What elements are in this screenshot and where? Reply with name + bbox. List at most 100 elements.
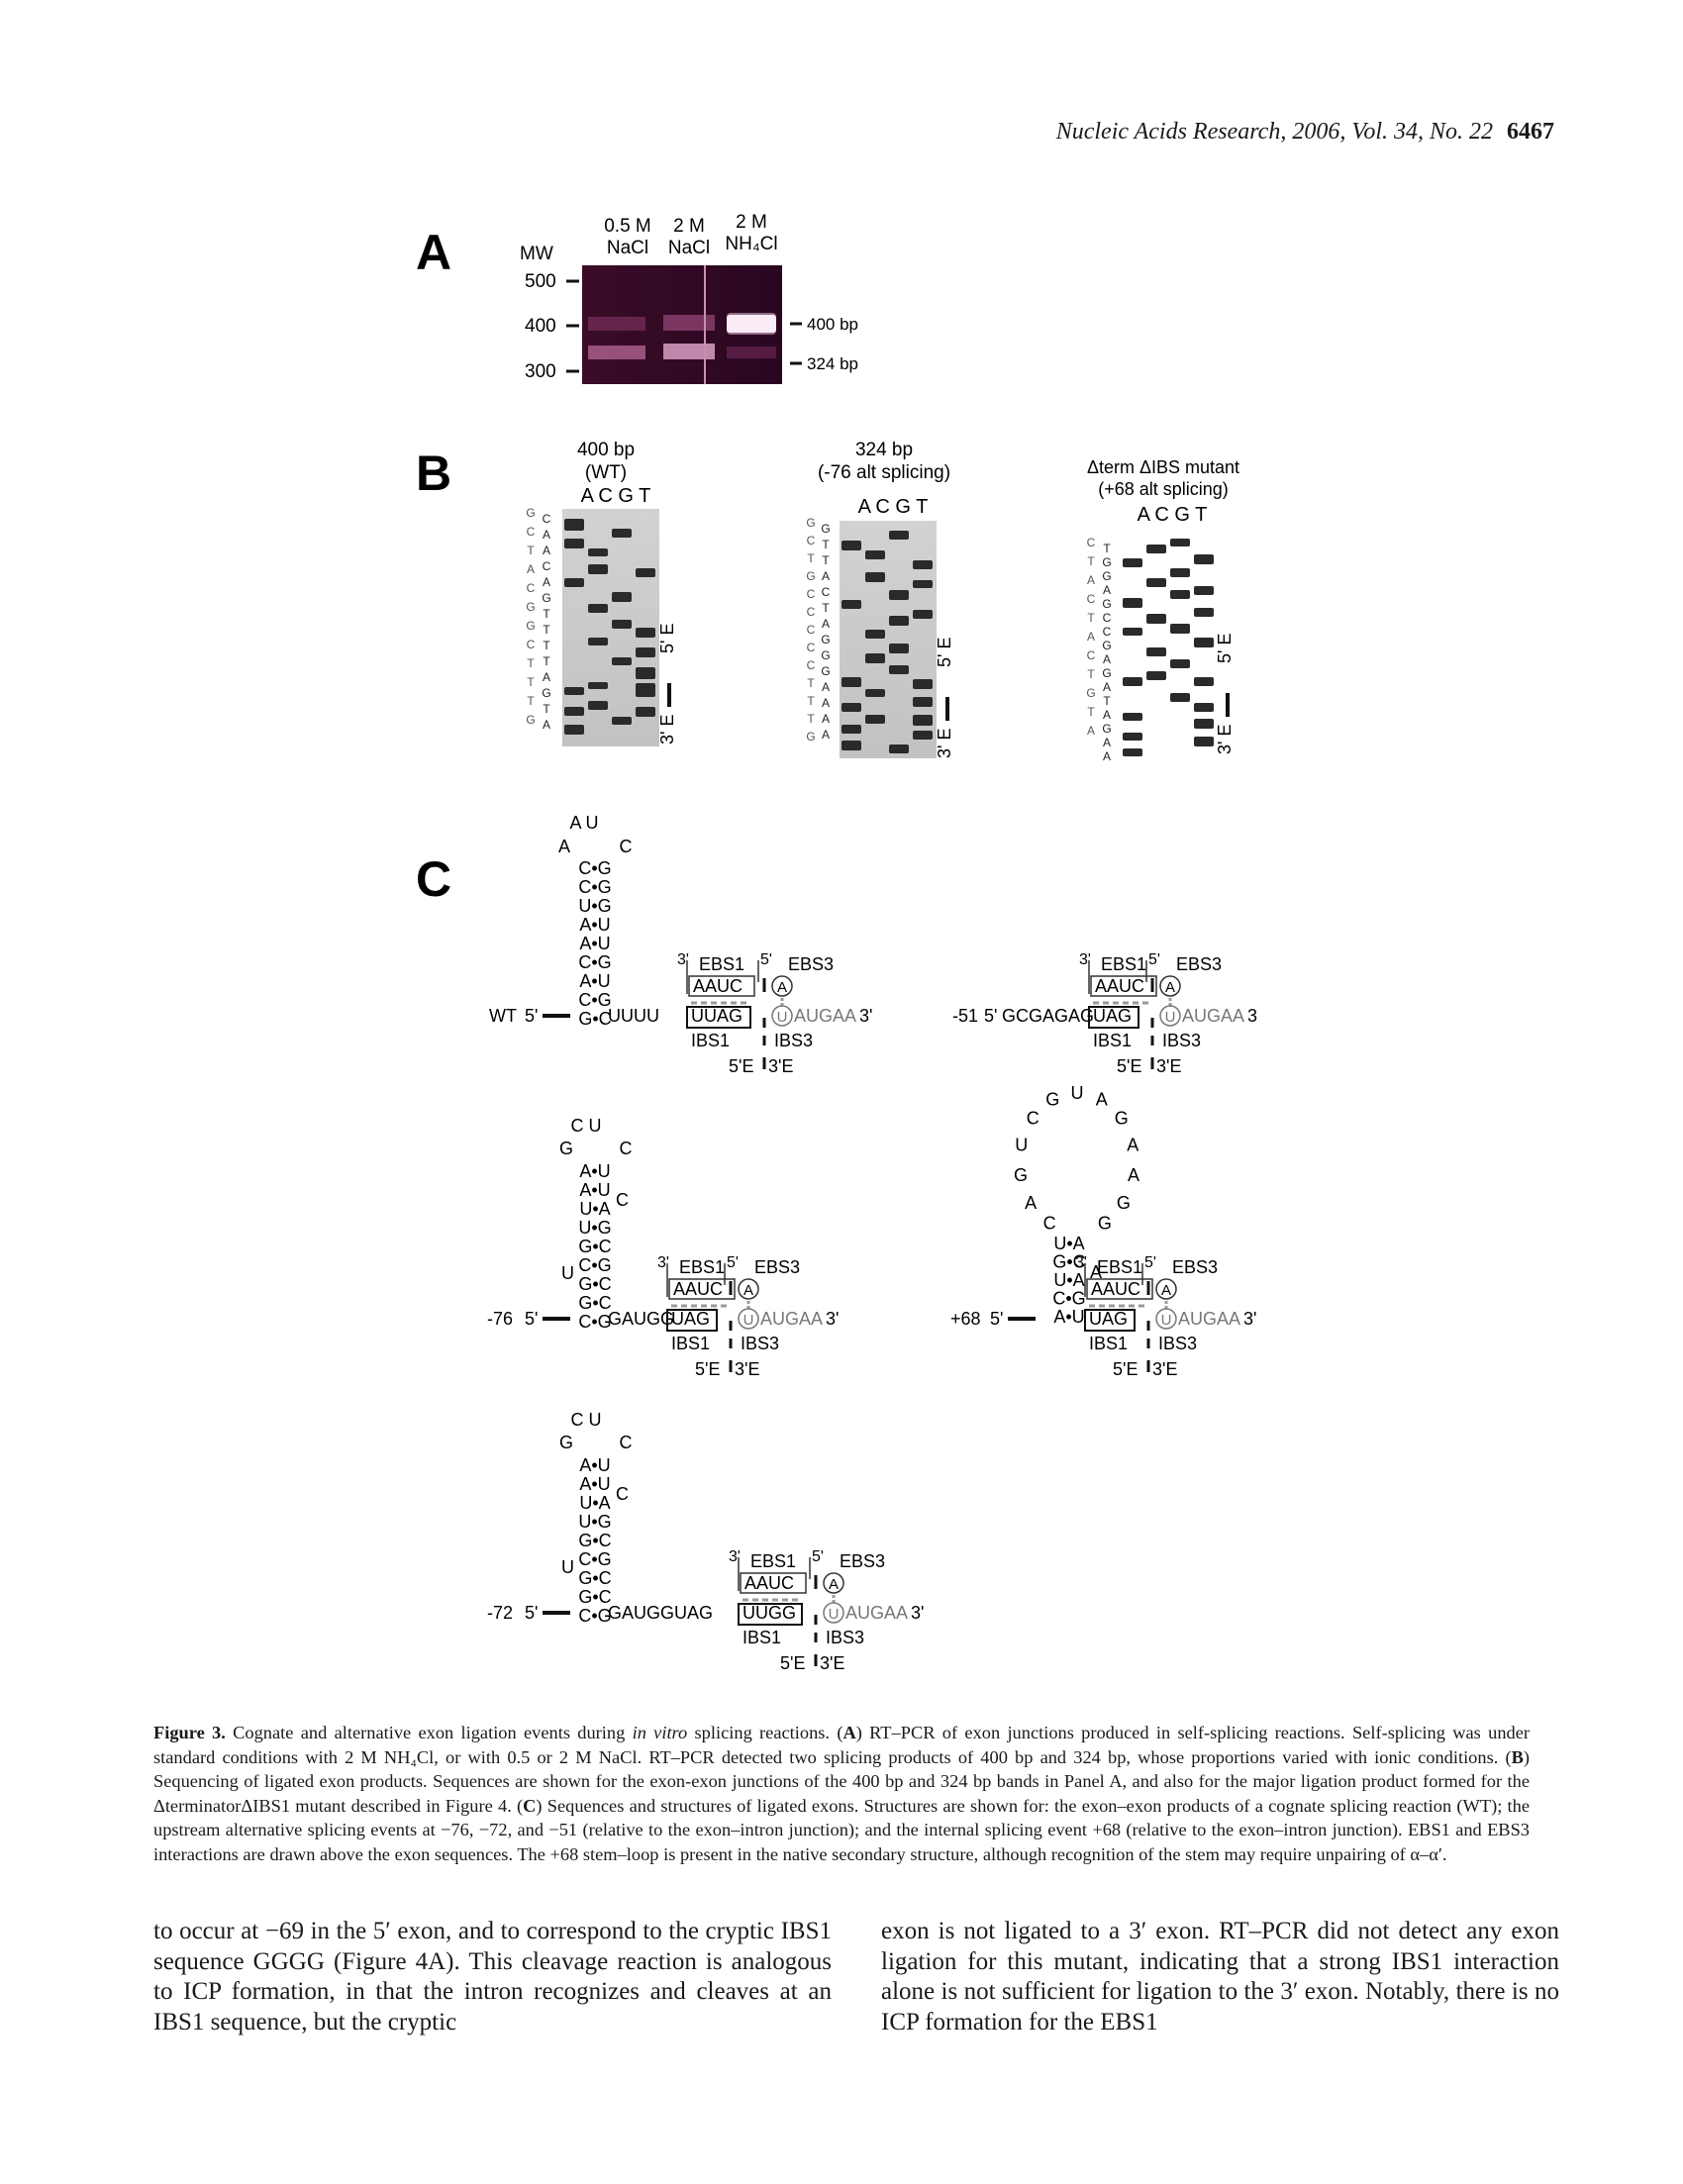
gel-band [612,529,632,538]
wt-ebs3-label: EBS3 [788,954,834,974]
gel-2-ladder-b-base: G [821,522,830,536]
m51-ibs1-label: IBS1 [1093,1031,1132,1050]
gel-band [1146,671,1166,680]
m72-stem-basepair: C•G [578,1606,611,1626]
m51-ibs-box [1088,1006,1139,1029]
gel-3-title-1: Δterm ΔIBS mutant [1087,457,1239,477]
m51-ebs1-label: EBS1 [1101,954,1146,974]
wt-ibs-box [686,1006,751,1029]
gel-1-ladder-a-base: T [527,675,535,689]
gel-1-ladder-b-base: A [543,544,550,557]
gel-band [636,628,655,638]
gel-2-ladder-a-base: G [806,516,815,530]
m76-stem-basepair: A•U [579,1180,610,1200]
page-number: 6467 [1507,119,1554,145]
gel-band [865,550,885,559]
m76-bulge-u: U [561,1263,574,1283]
m72-stem-basepair: C•G [578,1549,611,1569]
caption-text-4: ) Sequencing of ligated exon products. S… [153,1746,1530,1816]
gel-1-lanes: A C G T [581,485,651,507]
gel-3-ladder-a-base: T [1087,667,1095,681]
gel-band [842,703,861,712]
panel-label-b: B [416,446,451,501]
p68-loop-base: G [1115,1108,1129,1128]
wt-stem-basepair: A•U [579,934,610,953]
wt-five: 5' [525,1006,538,1026]
m72-stem-basepair: G•C [578,1568,611,1588]
gel-band [1170,624,1190,634]
gel-band [1194,677,1214,686]
caption-text-1: Cognate and alternative exon ligation ev… [225,1723,633,1742]
m72-stem-basepair: A•U [579,1474,610,1494]
caption-panel-c: C [523,1795,537,1816]
gel-3-ladder-b-base: G [1102,722,1111,736]
gel-band [1123,733,1142,741]
gel-3-ladder-b-base: A [1103,583,1111,597]
gel-band [636,647,655,657]
mw-label: MW [520,244,553,264]
gel-band [913,560,933,569]
lane-3-bottom: NH₄Cl [725,234,777,254]
gel-band [889,616,909,626]
gel-2-ladder-a-base: T [807,694,815,708]
gel-band [913,580,933,588]
gel-1-ladder-b-base: T [543,702,550,716]
gel-band [1123,677,1142,686]
gel-1-ladder-a-base: G [526,619,535,633]
m72-ebs3-label: EBS3 [840,1551,885,1571]
m72-stem-basepair: A•U [579,1455,610,1475]
p68-name: +68 [950,1309,981,1329]
gel-2-ladder-b-base: A [822,680,830,694]
gel-2-ladder-b-base: C [822,585,831,599]
gel-2-ladder-a-base: T [807,676,815,690]
gel-band [1194,554,1214,564]
gel-1-title-1: 400 bp [577,440,635,460]
gel-3-ladder-b-base: T [1103,694,1111,708]
gel-3-ladder-b-base: G [1102,639,1111,652]
m72-augaa: AUGAA [845,1603,908,1623]
panel-c: C A U A C C•GC•GU•GA•UA•UC•GA•UC•GG•C WT… [416,813,1257,1673]
gel-band [865,689,885,697]
wt-ebs-3prime: 3' [677,951,689,968]
gel-band [564,687,584,695]
m72-ebs-5prime: 5' [812,1548,824,1565]
m51-ebs-3prime: 3' [1079,951,1091,968]
gel-band [889,531,909,540]
wt-stem-basepair: A•U [579,915,610,935]
p68-ebs-3prime: 3' [1075,1254,1087,1271]
m76-u-base: U [743,1312,754,1329]
seq-gel-2: 324 bp (-76 alt splicing) A C G T GCTGCC… [806,440,954,758]
m76-stem-basepair: C•G [578,1312,611,1332]
gel-band [889,665,909,674]
caption-figure-label: Figure 3. [153,1723,226,1742]
lane-2-bottom: NaCl [668,238,710,258]
gel-band [889,745,909,753]
gel-3-ladder-a-base: C [1087,648,1096,662]
p68-a-base: A [1161,1282,1171,1299]
gel-3-title-2: (+68 alt splicing) [1098,479,1229,499]
m76-stem-basepair: G•C [578,1293,611,1313]
band-label-324bp: 324 bp [807,354,858,373]
wt-three-end: 3' [859,1006,872,1026]
gel-1-ladder-a-base: C [527,581,536,595]
m72-five: 5' [525,1603,538,1623]
gel-2-ladder-b-base: A [822,617,830,631]
gel-1-ladder-b-base: T [543,607,550,621]
wt-ibs-seq: UUAG [691,1006,742,1026]
gel-3-exon-bottom: 3' E [1215,725,1235,754]
caption-text-2: splicing reactions. ( [687,1723,843,1742]
gel-1-ladder-b-base: T [543,654,550,668]
gel-2-ladder-b-base: G [821,664,830,678]
body-column-right: exon is not ligated to a 3′ exon. RT–PCR… [881,1918,1559,2035]
p68-exon5: 5'E [1113,1359,1138,1379]
gel-band [913,715,933,726]
gel-3-ladder-b-base: A [1103,652,1111,666]
wt-ebs-bracket [686,960,759,994]
wt-stem-basepair: C•G [578,952,611,972]
gel-1-exon-bottom: 3' E [657,715,677,745]
m76-stem-basepair: C•G [578,1255,611,1275]
gel-band [588,604,608,613]
m72-a-base: A [829,1576,839,1593]
gel-1-ladder-b-base: C [543,559,551,573]
